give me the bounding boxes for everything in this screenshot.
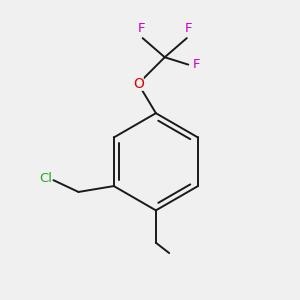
Text: O: O	[133, 77, 144, 91]
Text: F: F	[184, 22, 192, 35]
Text: Cl: Cl	[39, 172, 52, 185]
Text: F: F	[137, 22, 145, 35]
Text: F: F	[193, 58, 200, 71]
